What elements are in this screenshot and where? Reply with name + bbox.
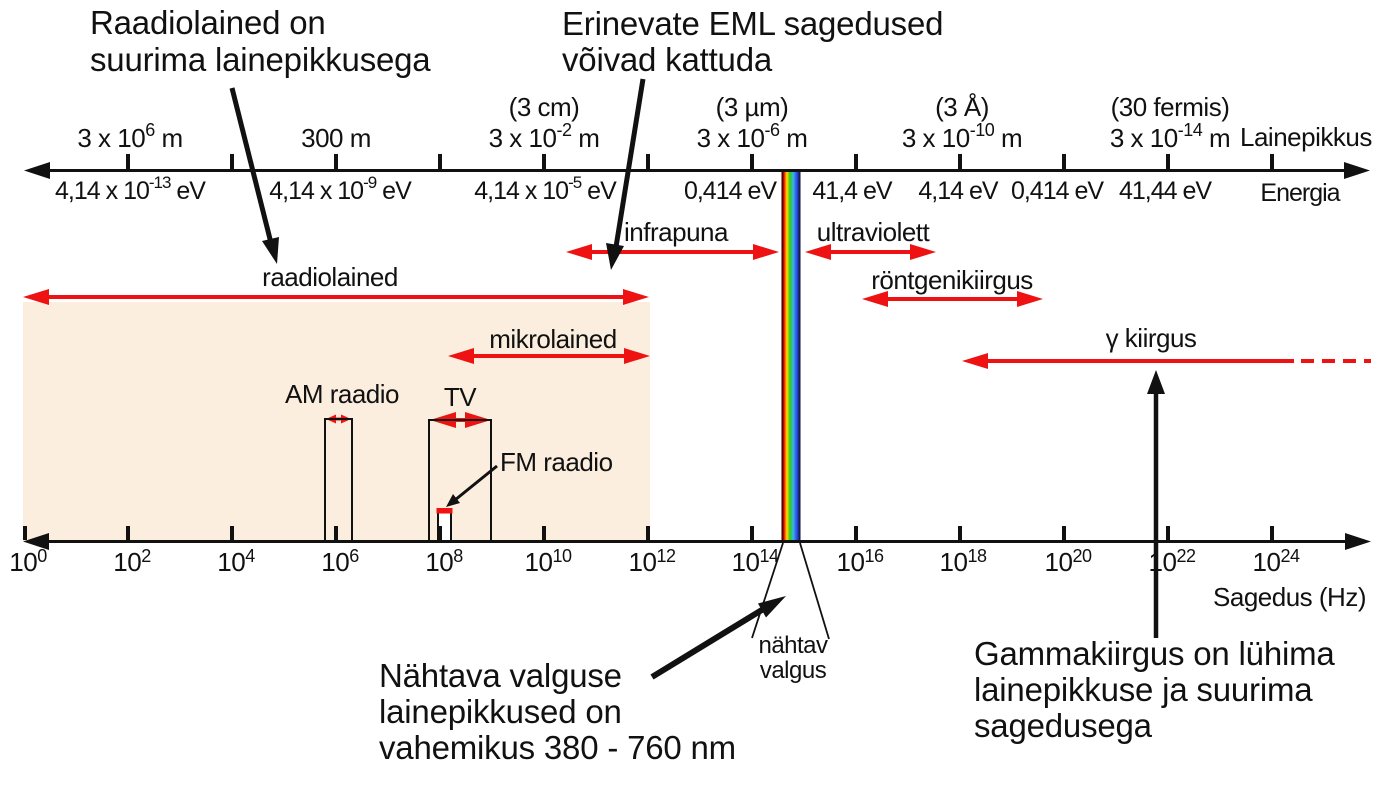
svg-text:Gammakiirgus on lühima: Gammakiirgus on lühima	[974, 635, 1335, 672]
svg-text:röntgenikiirgus: röntgenikiirgus	[871, 265, 1033, 295]
svg-text:võivad kattuda: võivad kattuda	[562, 41, 773, 78]
svg-text:1016: 1016	[837, 546, 884, 577]
svg-text:4,14 eV: 4,14 eV	[918, 177, 999, 205]
svg-text:4,14 x 10-13 eV: 4,14 x 10-13 eV	[55, 173, 206, 205]
svg-text:Nähtava valguse: Nähtava valguse	[379, 657, 622, 694]
svg-text:1010: 1010	[525, 546, 572, 577]
svg-text:lainepikkused on: lainepikkused on	[379, 693, 622, 730]
svg-text:41,44 eV: 41,44 eV	[1119, 177, 1212, 205]
svg-text:1014: 1014	[732, 546, 779, 577]
svg-text:(3 Å): (3 Å)	[935, 92, 989, 122]
svg-text:(3 µm): (3 µm)	[716, 92, 789, 122]
svg-text:3 x 10-14 m: 3 x 10-14 m	[1110, 120, 1230, 153]
svg-text:1020: 1020	[1045, 546, 1092, 577]
svg-text:0,414 eV: 0,414 eV	[684, 177, 777, 205]
svg-text:sagedusega: sagedusega	[974, 707, 1153, 744]
svg-text:(3 cm): (3 cm)	[509, 92, 580, 122]
svg-text:4,14 x 10-9 eV: 4,14 x 10-9 eV	[269, 173, 412, 205]
svg-text:102: 102	[113, 546, 151, 577]
svg-text:106: 106	[321, 546, 359, 577]
svg-text:1018: 1018	[940, 546, 987, 577]
svg-text:41,4 eV: 41,4 eV	[812, 177, 893, 205]
svg-text:TV: TV	[444, 382, 477, 412]
svg-text:Erinevate EML sagedused: Erinevate EML sagedused	[562, 5, 943, 42]
svg-text:108: 108	[425, 546, 463, 577]
svg-text:infrapuna: infrapuna	[624, 217, 729, 247]
svg-text:(30 fermis): (30 fermis)	[1111, 92, 1230, 122]
svg-text:0,414 eV: 0,414 eV	[1011, 177, 1104, 205]
svg-text:ultraviolett: ultraviolett	[817, 217, 931, 247]
svg-text:3 x 10-10 m: 3 x 10-10 m	[902, 120, 1022, 153]
svg-text:Lainepikkus: Lainepikkus	[1240, 122, 1372, 152]
svg-text:3 x 106 m: 3 x 106 m	[77, 120, 182, 153]
svg-text:3 x 10-2 m: 3 x 10-2 m	[489, 120, 600, 153]
svg-text:FM raadio: FM raadio	[500, 447, 613, 477]
svg-text:vahemikus 380 - 760 nm: vahemikus 380 - 760 nm	[379, 729, 736, 766]
svg-text:lainepikkuse ja suurima: lainepikkuse ja suurima	[974, 671, 1313, 708]
svg-text:valgus: valgus	[760, 657, 827, 684]
svg-text:AM raadio: AM raadio	[285, 379, 399, 409]
svg-text:nähtav: nähtav	[758, 632, 828, 659]
svg-text:mikrolained: mikrolained	[489, 324, 616, 354]
svg-text:1024: 1024	[1253, 546, 1300, 577]
svg-text:4,14 x 10-5 eV: 4,14 x 10-5 eV	[474, 173, 617, 205]
svg-text:3 x 10-6 m: 3 x 10-6 m	[697, 120, 808, 153]
svg-text:104: 104	[217, 546, 255, 577]
svg-text:γ kiirgus: γ kiirgus	[1106, 323, 1197, 353]
svg-text:300 m: 300 m	[301, 123, 371, 153]
svg-text:suurima lainepikkusega: suurima lainepikkusega	[90, 41, 431, 78]
svg-text:Energia: Energia	[1260, 179, 1340, 207]
svg-text:100: 100	[9, 546, 47, 577]
svg-text:1012: 1012	[629, 546, 676, 577]
svg-text:Raadiolained on: Raadiolained on	[90, 4, 326, 41]
svg-text:raadiolained: raadiolained	[262, 262, 398, 292]
svg-text:Sagedus (Hz): Sagedus (Hz)	[1213, 582, 1366, 612]
